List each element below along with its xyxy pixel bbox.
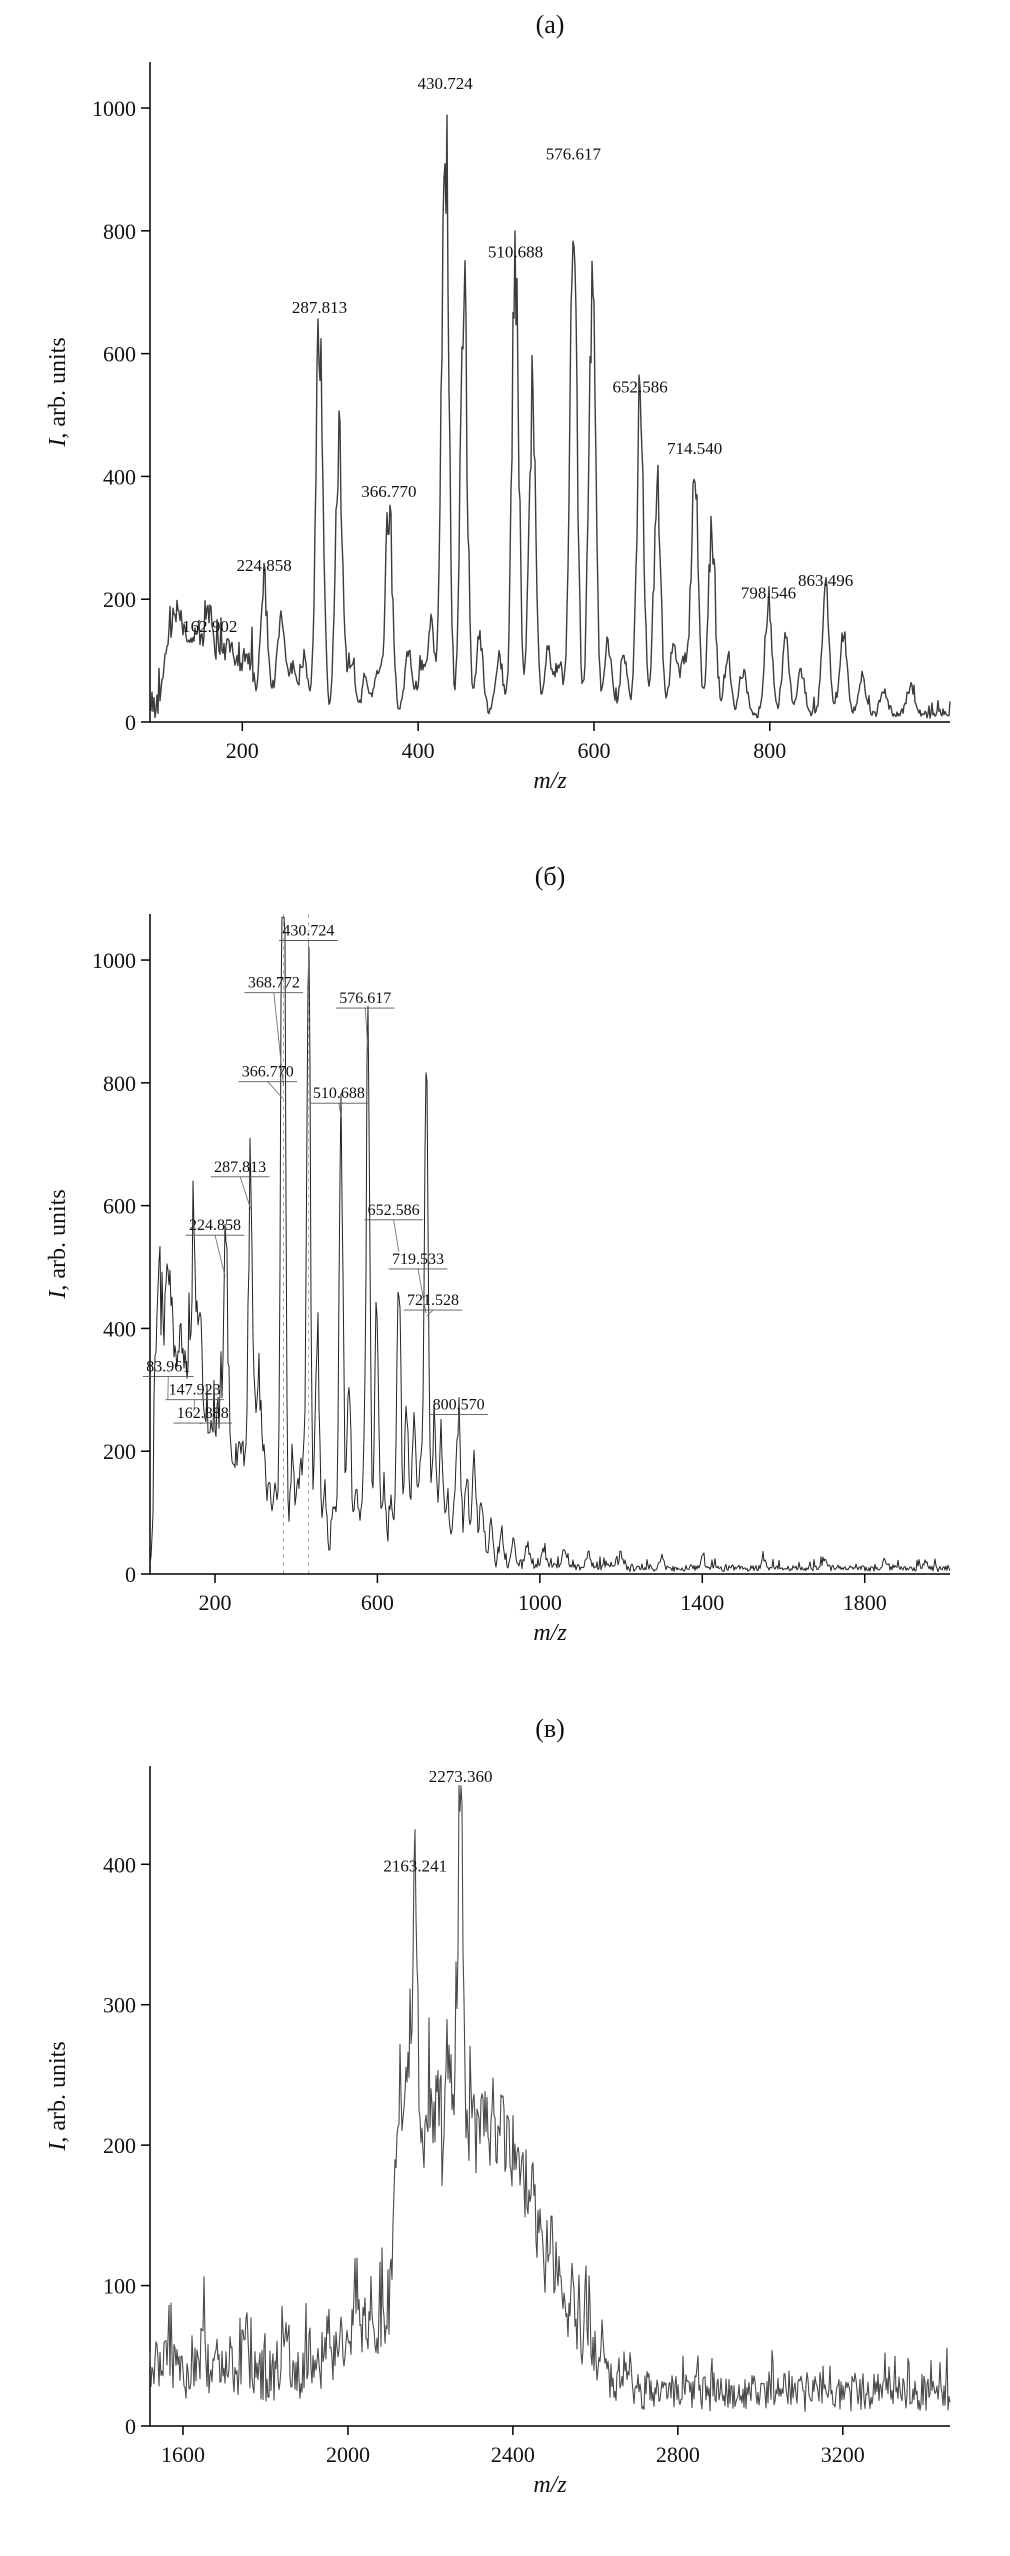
peak-label: 366.770 [242, 1064, 294, 1081]
peak-label: 576.617 [339, 990, 391, 1007]
peak-label: 147.923 [169, 1382, 221, 1399]
y-axis-label: I, arb. units [45, 2041, 71, 2151]
axis-frame [149, 1766, 950, 2427]
figure-panel-b: (б) 200 600 1000 1400 1800 0 200 400 600 800 1000 m… [0, 852, 1010, 1704]
peak-label: 510.688 [313, 1085, 365, 1102]
y-tick-label: 200 [103, 587, 136, 612]
peak-label: 652.586 [368, 1202, 420, 1219]
peak-label: 366.770 [361, 482, 416, 501]
mass-spectrum-chart-v: 1600 2000 2400 2800 3200 0 100 200 300 400 m/z I, a… [45, 1766, 951, 2498]
spectrum-trace [149, 1784, 951, 2412]
x-tick-label: 1800 [843, 1590, 887, 1615]
axis-frame [149, 914, 950, 1575]
peak-label: 83.961 [146, 1358, 190, 1375]
peak-label: 287.813 [214, 1159, 266, 1176]
peak-label: 162.902 [182, 617, 237, 636]
peak-label: 430.724 [418, 74, 474, 93]
figure-panel-v: (в) 1600 2000 2400 2800 3200 0 100 200 300 400 m/z… [0, 1704, 1010, 2556]
peak-leader-line [273, 992, 284, 1087]
y-tick-label: 0 [125, 1562, 136, 1587]
x-tick-label: 1400 [680, 1590, 724, 1615]
peak-leader-line [193, 1399, 196, 1412]
peak-label: 2273.360 [429, 1767, 493, 1786]
mass-spectrum-chart-b: 200 600 1000 1400 1800 0 200 400 600 800 1000 m/z I,… [45, 914, 951, 1646]
peak-label: 2163.241 [383, 1856, 447, 1875]
x-tick-label: 400 [402, 738, 435, 763]
peak-label: 719.533 [392, 1251, 444, 1268]
x-axis-label: m/z [533, 2472, 567, 2498]
peak-label: 224.858 [189, 1217, 241, 1234]
y-tick-label: 800 [103, 219, 136, 244]
y-tick-label: 600 [103, 1194, 136, 1219]
x-tick-label: 1600 [161, 2442, 205, 2467]
x-axis-label: m/z [533, 1620, 567, 1646]
x-tick-label: 2000 [326, 2442, 370, 2467]
y-axis-label: I, arb. units [45, 1189, 71, 1299]
y-tick-label: 100 [103, 2274, 136, 2299]
peak-leader-line [426, 1309, 434, 1317]
panel-title-a: (а) [535, 10, 565, 39]
peak-label: 576.617 [546, 144, 602, 163]
peak-leader-line [364, 1007, 369, 1050]
x-axis-label: m/z [533, 768, 567, 794]
y-tick-label: 400 [103, 1316, 136, 1341]
x-tick-label: 600 [361, 1590, 394, 1615]
peak-label: 162.888 [177, 1405, 229, 1422]
peak-label: 800.570 [433, 1396, 485, 1413]
spectrum-trace [149, 114, 951, 719]
peak-leader-line [338, 1103, 342, 1117]
peak-leader-line [417, 1268, 427, 1314]
spectrum-trace [149, 916, 951, 1573]
peak-label: 798.546 [741, 583, 796, 602]
y-tick-label: 1000 [92, 96, 136, 121]
panel-title-b: (б) [534, 862, 566, 891]
peak-label: 714.540 [667, 439, 722, 458]
peak-label: 224.858 [237, 556, 292, 575]
y-tick-label: 400 [103, 1852, 136, 1877]
peak-leader-line [267, 1081, 284, 1099]
x-tick-label: 2400 [491, 2442, 535, 2467]
peak-label: 863.496 [798, 571, 853, 590]
y-tick-label: 200 [103, 2133, 136, 2158]
peak-label: 430.724 [282, 922, 334, 939]
y-tick-label: 300 [103, 1993, 136, 2018]
mass-spectrum-chart-a: 200 400 600 800 0 200 400 600 800 1000 m/z I, arb. … [45, 62, 951, 794]
y-tick-label: 800 [103, 1071, 136, 1096]
y-tick-label: 600 [103, 342, 136, 367]
x-tick-label: 3200 [821, 2442, 865, 2467]
peak-label: 721.528 [407, 1292, 459, 1309]
x-tick-label: 800 [753, 738, 786, 763]
x-tick-label: 2800 [656, 2442, 700, 2467]
peak-leader-line [393, 1219, 400, 1252]
y-tick-label: 0 [125, 710, 136, 735]
y-tick-label: 200 [103, 1439, 136, 1464]
peak-label: 368.772 [248, 975, 300, 992]
y-axis-label: I, arb. units [45, 337, 71, 447]
x-tick-label: 600 [577, 738, 610, 763]
peak-label: 510.688 [488, 243, 543, 262]
x-tick-label: 200 [226, 738, 259, 763]
peak-label: 287.813 [292, 298, 347, 317]
peak-leader-line [214, 1235, 226, 1277]
peak-label: 652.586 [613, 378, 668, 397]
peak-leader-line [239, 1176, 252, 1209]
y-tick-label: 0 [125, 2414, 136, 2439]
figure-panel-a: (а) 200 400 600 800 0 200 400 600 800 1000 m/z I, a… [0, 0, 1010, 852]
y-tick-label: 1000 [92, 948, 136, 973]
x-tick-label: 1000 [518, 1590, 562, 1615]
panel-title-v: (в) [535, 1714, 565, 1743]
x-tick-label: 200 [198, 1590, 231, 1615]
y-tick-label: 400 [103, 464, 136, 489]
